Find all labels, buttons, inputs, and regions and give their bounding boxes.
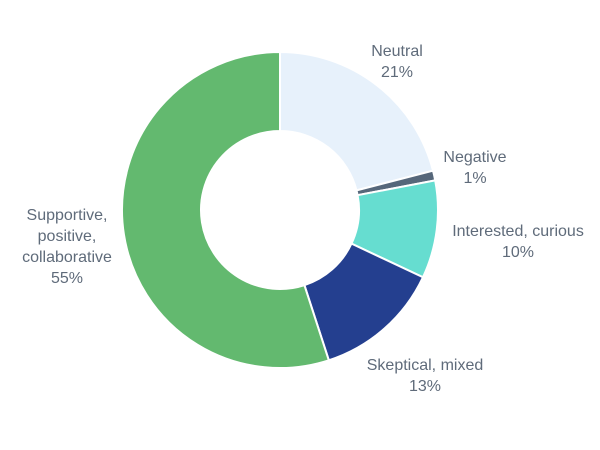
slice-label-4: Supportive, positive, collaborative 55% bbox=[22, 207, 112, 287]
slice-value-label: 10% bbox=[502, 244, 534, 261]
donut-slice-0 bbox=[279, 50, 435, 192]
slice-label-2: Interested, curious 10% bbox=[452, 223, 584, 261]
slices-layer bbox=[121, 50, 439, 369]
slice-value-label: 55% bbox=[51, 270, 83, 287]
slice-label-0: Neutral 21% bbox=[371, 43, 423, 81]
slice-label-text: Supportive, bbox=[27, 207, 108, 224]
labels-layer: Neutral 21% Negative 1% Interested, curious 1… bbox=[22, 43, 584, 395]
slice-label-text: Skeptical, mixed bbox=[367, 357, 484, 374]
slice-label-text: Negative bbox=[443, 149, 506, 166]
donut-slice-4 bbox=[121, 50, 331, 369]
slice-label-text: positive, bbox=[38, 228, 97, 245]
slice-value-label: 1% bbox=[463, 170, 486, 187]
slice-label-text: Neutral bbox=[371, 43, 423, 60]
slice-value-label: 21% bbox=[381, 64, 413, 81]
slice-label-text: collaborative bbox=[22, 249, 112, 266]
slice-value-label: 13% bbox=[409, 378, 441, 395]
slice-label-text: Interested, curious bbox=[452, 223, 584, 240]
slice-label-3: Skeptical, mixed 13% bbox=[367, 357, 484, 395]
slice-label-1: Negative 1% bbox=[443, 149, 506, 187]
